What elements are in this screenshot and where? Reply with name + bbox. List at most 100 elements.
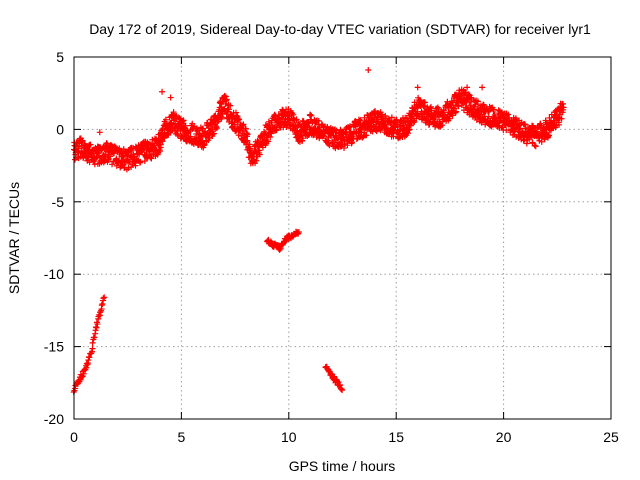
- y-tick-label: -10: [44, 266, 64, 282]
- data-point: [92, 324, 99, 331]
- data-point: [86, 354, 93, 361]
- data-point: [101, 294, 108, 301]
- data-point: [363, 132, 370, 139]
- data-point: [218, 114, 225, 121]
- data-point: [485, 113, 492, 120]
- data-point: [532, 143, 539, 150]
- data-point: [182, 122, 189, 129]
- data-point: [170, 109, 177, 116]
- data-point: [244, 137, 251, 144]
- data-point: [474, 98, 481, 105]
- data-point: [210, 130, 217, 137]
- data-point: [109, 161, 116, 168]
- data-point: [180, 117, 187, 124]
- data-point: [505, 111, 512, 118]
- y-tick-label: -20: [44, 411, 64, 427]
- data-point: [94, 321, 101, 328]
- series-outliers: [96, 67, 486, 136]
- x-tick-label: 20: [496, 429, 512, 445]
- y-tick-label: 5: [56, 49, 64, 65]
- data-point: [99, 300, 106, 307]
- x-tick-label: 0: [70, 429, 78, 445]
- data-point: [93, 324, 100, 331]
- data-point: [225, 106, 232, 113]
- y-tick-label: -5: [52, 194, 65, 210]
- data-point: [256, 151, 263, 158]
- data-point: [79, 137, 86, 144]
- data-point: [427, 103, 434, 110]
- data-point: [357, 117, 364, 124]
- data-point: [162, 116, 169, 123]
- data-point: [464, 84, 471, 91]
- x-tick-label: 10: [281, 429, 297, 445]
- x-axis-label: GPS time / hours: [289, 458, 396, 474]
- data-point: [349, 139, 356, 146]
- data-point: [318, 121, 325, 128]
- series-main-trace: [71, 86, 567, 173]
- data-point: [453, 108, 460, 115]
- data-point: [344, 142, 351, 149]
- data-point: [480, 101, 487, 108]
- data-point: [128, 164, 135, 171]
- data-point: [236, 116, 243, 123]
- data-point: [100, 295, 107, 302]
- x-tick-label: 25: [603, 429, 619, 445]
- y-tick-label: 0: [56, 121, 64, 137]
- data-point: [242, 125, 249, 132]
- data-point: [546, 132, 553, 139]
- data-point: [213, 124, 220, 131]
- data-point: [341, 145, 348, 152]
- data-point: [328, 372, 335, 379]
- data-point: [119, 153, 126, 160]
- data-point: [315, 117, 322, 124]
- data-point: [411, 119, 418, 126]
- data-point: [96, 129, 103, 136]
- data-point: [89, 345, 96, 352]
- data-point: [108, 142, 115, 149]
- data-point: [104, 140, 111, 147]
- data-point: [421, 99, 428, 106]
- data-point: [439, 122, 446, 129]
- data-point: [295, 229, 302, 236]
- data-point: [560, 104, 567, 111]
- y-tick-label: -15: [44, 339, 64, 355]
- data-point: [299, 135, 306, 142]
- data-point: [244, 131, 251, 138]
- data-point: [223, 96, 230, 103]
- data-point: [273, 127, 280, 134]
- data-point: [545, 131, 552, 138]
- data-point: [428, 107, 435, 114]
- data-point: [414, 84, 421, 91]
- data-point: [265, 118, 272, 125]
- data-point: [558, 115, 565, 122]
- data-point: [141, 158, 148, 165]
- data-point: [541, 136, 548, 143]
- data-point: [556, 121, 563, 128]
- data-point: [265, 138, 272, 145]
- data-point: [485, 108, 492, 115]
- x-tick-label: 5: [178, 429, 186, 445]
- data-point: [157, 141, 164, 148]
- data-point: [159, 88, 166, 95]
- series-arc-mid: [264, 228, 302, 253]
- data-point: [116, 145, 123, 152]
- data-point: [231, 121, 238, 128]
- data-point: [389, 130, 396, 137]
- data-point: [221, 92, 228, 99]
- data-point: [465, 91, 472, 98]
- data-point: [365, 67, 372, 74]
- data-point: [193, 130, 200, 137]
- data-point: [294, 127, 301, 134]
- data-point: [98, 302, 105, 309]
- data-point: [308, 112, 315, 119]
- data-point: [132, 162, 139, 169]
- data-point: [339, 387, 346, 394]
- series-arc-late: [322, 363, 346, 394]
- data-point: [213, 125, 220, 132]
- axis-ticks: [73, 56, 612, 420]
- data-point: [405, 127, 412, 134]
- data-point: [369, 118, 376, 125]
- data-point: [148, 155, 155, 162]
